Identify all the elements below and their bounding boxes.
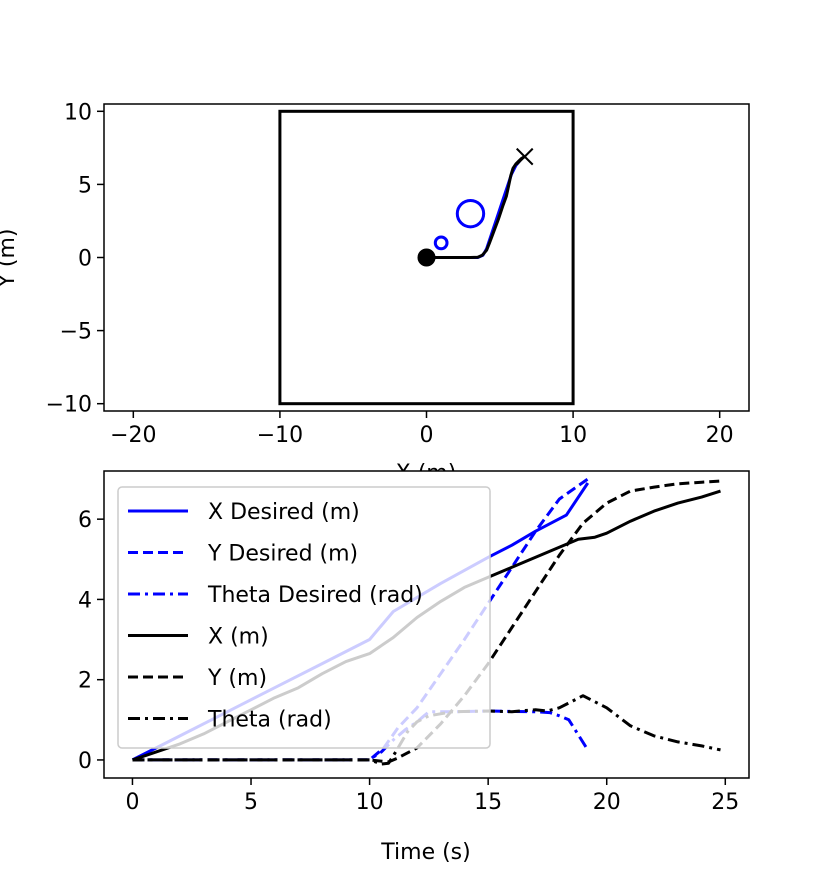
top-xtick-label: 10 bbox=[559, 423, 587, 448]
top-ytick-label: 5 bbox=[78, 173, 92, 198]
obstacle-circle-1 bbox=[455, 198, 486, 229]
top-ytick-label: 10 bbox=[64, 100, 92, 125]
legend: X Desired (m) Y Desired (m) Theta Desired … bbox=[117, 486, 491, 749]
bottom-xtick-label: 25 bbox=[711, 790, 739, 815]
top-ylabel: Y (m) bbox=[0, 228, 20, 288]
legend-label: X (m) bbox=[208, 625, 269, 650]
trajectory-line-1 bbox=[426, 155, 526, 259]
series-line-5 bbox=[132, 694, 721, 766]
bottom-xtick-label: 20 bbox=[593, 790, 621, 815]
top-xtick-label: 0 bbox=[420, 423, 434, 448]
bottom-xtick-label: 5 bbox=[244, 790, 258, 815]
time-series-plot: 0 5 10 15 20 25 0 2 4 6 Time (s) X Desired (m) Y D… bbox=[78, 470, 750, 865]
top-xtick-label: −10 bbox=[257, 423, 303, 448]
top-ytick-label: 0 bbox=[78, 247, 92, 272]
goal-marker bbox=[516, 147, 534, 166]
start-marker bbox=[417, 248, 436, 267]
legend-label: Y (m) bbox=[207, 666, 267, 691]
boundary-box bbox=[278, 109, 575, 406]
top-ytick-label: −10 bbox=[46, 393, 92, 418]
bottom-xtick-label: 0 bbox=[125, 790, 139, 815]
top-ytick-label: −5 bbox=[60, 320, 92, 345]
bottom-xlabel: Time (s) bbox=[380, 840, 470, 865]
bottom-xtick-label: 15 bbox=[474, 790, 502, 815]
legend-box bbox=[117, 486, 491, 749]
legend-label: Theta Desired (rad) bbox=[207, 583, 423, 608]
top-xtick-label: 20 bbox=[706, 423, 734, 448]
legend-label: Y Desired (m) bbox=[207, 542, 358, 567]
bottom-ytick-label: 6 bbox=[78, 508, 92, 533]
bottom-ytick-label: 4 bbox=[78, 588, 92, 613]
legend-label: X Desired (m) bbox=[208, 500, 360, 525]
bottom-xtick-label: 10 bbox=[356, 790, 384, 815]
bottom-ytick-label: 2 bbox=[78, 669, 92, 694]
legend-label: Theta (rad) bbox=[207, 708, 332, 733]
obstacle-circle-0 bbox=[433, 235, 449, 251]
bottom-ytick-label: 0 bbox=[78, 749, 92, 774]
top-xtick-label: −20 bbox=[110, 423, 156, 448]
